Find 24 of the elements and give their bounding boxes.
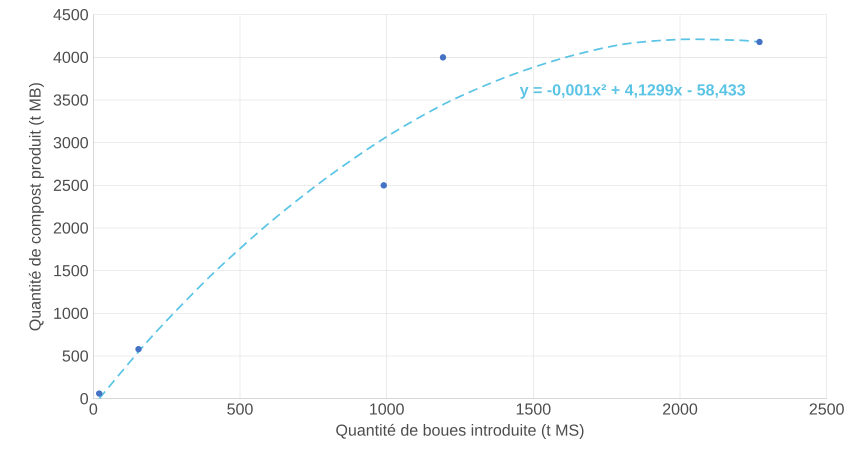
x-tick-label: 2000 [663, 403, 698, 415]
annotation: y = -0,001x² + 4,1299x - 58,433 [520, 84, 746, 99]
y-tick-label: 4000 [53, 52, 88, 63]
x-tick-label: 2500 [810, 403, 844, 415]
y-tick-label: 1500 [54, 265, 88, 276]
y-tick-label: 2000 [54, 222, 88, 234]
x-tick-label: 500 [227, 403, 253, 415]
x-tick-label: 1000 [370, 403, 404, 415]
point [96, 390, 102, 397]
x-axis-title: Quantité de boues introduite (t MS) [336, 424, 584, 439]
y-tick-label: 2500 [54, 180, 88, 191]
x-tick-label: 1500 [516, 403, 551, 415]
point [135, 346, 142, 352]
x-tick-label: 0 [90, 403, 98, 415]
point [756, 38, 763, 46]
y-tick-label: 3000 [54, 137, 88, 148]
y-tick-label: 0 [80, 393, 88, 404]
y-axis-title: Quantité de compost produit (t MB) [28, 83, 44, 330]
point [440, 54, 446, 61]
y-tick-label: 1000 [54, 308, 88, 319]
y-tick-label: 4500 [53, 9, 88, 20]
y-tick-label: 3500 [54, 94, 88, 106]
point [380, 182, 387, 189]
y-tick-label: 500 [62, 350, 88, 362]
